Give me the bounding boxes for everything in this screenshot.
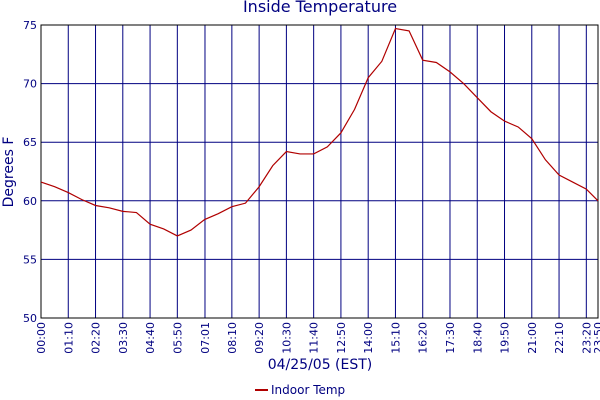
legend-label: Indoor Temp	[271, 383, 345, 397]
x-tick-label: 03:30	[117, 322, 130, 354]
data-line	[40, 27, 599, 237]
x-tick-label: 04:40	[144, 322, 157, 354]
x-tick-label: 19:50	[499, 322, 512, 354]
y-tick-label: 70	[23, 78, 37, 91]
x-tick-label: 08:10	[226, 322, 239, 354]
x-tick-label: 15:10	[389, 322, 402, 354]
plot-frame	[40, 24, 599, 319]
x-tick-label: 00:00	[35, 322, 48, 354]
y-axis-label: Degrees F	[1, 137, 17, 208]
y-tick-label: 75	[23, 19, 37, 32]
y-tick-label: 60	[23, 195, 37, 208]
x-tick-label: 09:20	[253, 322, 266, 354]
x-tick-label: 14:00	[362, 322, 375, 354]
x-axis-label: 04/25/05 (EST)	[268, 357, 373, 373]
x-tick-label: 10:30	[280, 322, 293, 354]
x-tick-label: 23:20	[580, 322, 593, 354]
x-tick-label: 12:50	[335, 322, 348, 354]
y-tick-label: 55	[23, 253, 37, 266]
x-tick-label: 21:00	[526, 322, 539, 354]
x-tick-label: 23:50	[592, 322, 600, 354]
x-tick-label: 02:20	[90, 322, 103, 354]
x-tick-label: 07:01	[199, 322, 212, 354]
chart-title: Inside Temperature	[243, 0, 397, 16]
x-tick-label: 22:10	[553, 322, 566, 354]
y-tick-label: 65	[23, 136, 37, 149]
x-tick-label: 05:50	[171, 322, 184, 354]
x-tick-label: 18:40	[471, 322, 484, 354]
x-tick-label: 16:20	[417, 322, 430, 354]
x-tick-label: 11:40	[308, 322, 321, 354]
x-tick-label: 17:30	[444, 322, 457, 354]
x-tick-label: 01:10	[62, 322, 75, 354]
y-tick-label: 50	[23, 312, 37, 325]
